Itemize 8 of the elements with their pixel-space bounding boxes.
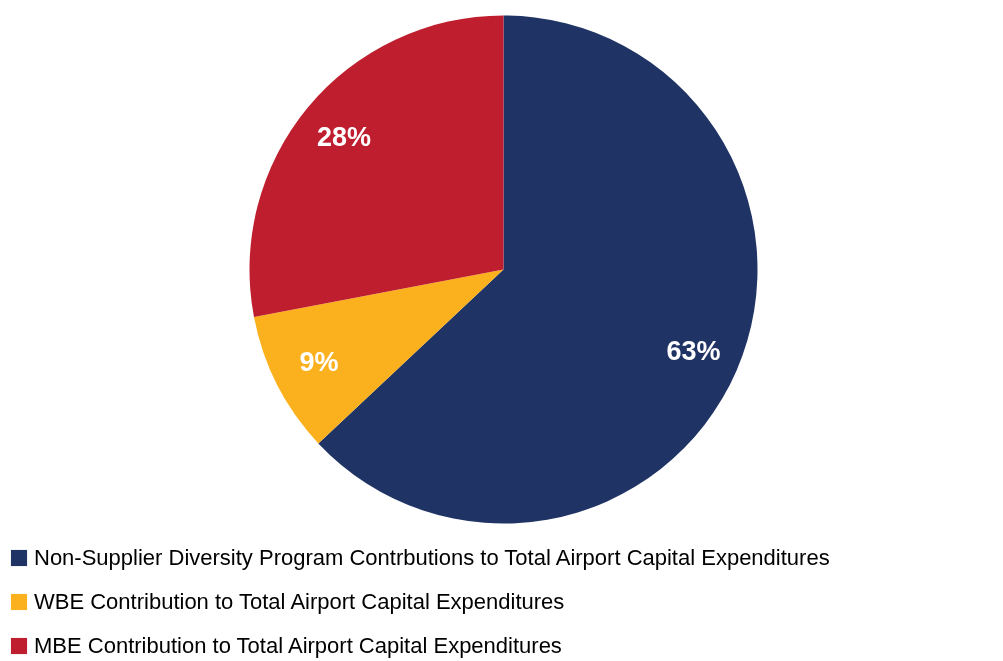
data-label: 9% <box>299 347 339 378</box>
legend-label: Non-Supplier Diversity Program Contrbutions to Total Airport Capital Expenditures <box>34 545 830 570</box>
legend-label: WBE Contribution to Total Airport Capital Expenditures <box>34 589 565 614</box>
legend-label: MBE Contribution to Total Airport Capital Expenditures <box>34 633 562 658</box>
data-label: 63% <box>666 335 721 366</box>
pie-slice <box>254 269 504 444</box>
pie-slice <box>250 15 504 318</box>
data-label: 28% <box>316 121 372 152</box>
